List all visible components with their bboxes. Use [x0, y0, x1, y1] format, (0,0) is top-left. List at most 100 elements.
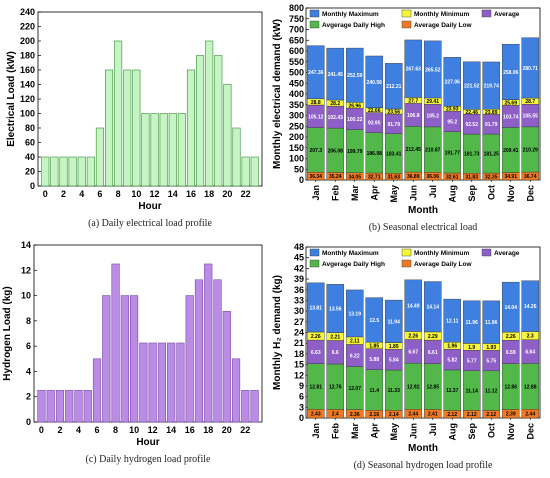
data-label: 2.21: [330, 335, 340, 341]
y-tick-label: 15: [294, 360, 304, 370]
stack-segment: [404, 39, 423, 98]
y-tick-label: 39: [294, 274, 304, 284]
stack-segment: [384, 299, 403, 343]
data-label: 91.79: [387, 122, 400, 128]
bar: [177, 113, 186, 187]
data-label: 2.11: [350, 339, 360, 345]
x-tick-label: Feb: [330, 423, 340, 440]
stack-segment: [501, 43, 520, 100]
data-label: 14.14: [426, 305, 439, 311]
bar: [148, 342, 157, 423]
bar: [141, 113, 150, 187]
data-label: 11.94: [388, 319, 400, 325]
y-tick-label: 180: [20, 51, 35, 61]
stack-segment: [345, 47, 364, 103]
caption: (b) Seasonal electrical load: [369, 222, 478, 233]
x-tick-label: Apr: [369, 185, 379, 201]
legend-entry: Average: [494, 250, 520, 257]
y-tick-label: 0: [299, 413, 304, 423]
x-tick-label: 20: [222, 425, 232, 435]
x-tick-label: 18: [204, 189, 214, 199]
stack-segment: [462, 300, 481, 344]
x-tick-label: Jun: [408, 423, 418, 439]
data-label: 34.91: [504, 174, 517, 180]
y-tick-label: 2: [26, 392, 31, 402]
data-label: 2.39: [506, 412, 516, 418]
stack-segment: [423, 281, 442, 333]
x-tick-label: Aug: [447, 423, 457, 441]
x-tick-label: 12: [148, 425, 158, 435]
x-tick-label: Mar: [350, 423, 360, 440]
x-tick-label: 16: [185, 425, 195, 435]
data-label: 28.7: [525, 99, 535, 105]
bar: [222, 311, 231, 423]
data-label: 102.43: [328, 115, 344, 121]
bar: [92, 358, 102, 423]
y-tick-label: 120: [20, 94, 35, 104]
data-label: 103.74: [503, 114, 519, 120]
data-label: 240.56: [367, 80, 383, 86]
bar: [77, 156, 86, 187]
data-label: 280.71: [523, 66, 539, 72]
bar: [114, 40, 123, 187]
data-label: 14.04: [504, 305, 517, 311]
bar: [231, 358, 241, 423]
y-axis-label: Hydrogen Load (kg): [2, 286, 13, 380]
x-tick-label: Sep: [467, 185, 477, 202]
y-tick-label: 0: [26, 417, 31, 427]
data-label: 11.12: [485, 389, 497, 395]
data-label: 29.41: [426, 99, 439, 105]
data-label: 34.05: [348, 174, 361, 180]
y-tick-label: 48: [294, 242, 304, 252]
data-label: 2.29: [428, 334, 438, 340]
data-label: 6.22: [350, 354, 360, 360]
x-tick-label: Dec: [525, 423, 535, 440]
stack-segment: [443, 298, 462, 343]
legend-swatch: [309, 248, 320, 257]
y-tick-label: 550: [289, 57, 304, 67]
y-tick-label: 36: [294, 285, 304, 295]
data-label: 5.84: [389, 358, 399, 364]
caption: (a) Daily electrical load profile: [88, 218, 212, 229]
data-label: 35.24: [329, 174, 342, 180]
data-label: 11.14: [466, 389, 478, 395]
stack-segment: [384, 63, 403, 110]
data-label: 199.79: [347, 149, 363, 155]
data-label: 265.52: [425, 67, 441, 73]
bar: [74, 390, 83, 423]
caption: (d) Seasonal hydrogen load profile: [354, 460, 493, 471]
stack-segment: [306, 282, 325, 333]
y-tick-label: 12: [294, 370, 304, 380]
y-tick-label: 33: [294, 295, 304, 305]
data-label: 2.16: [369, 412, 379, 418]
x-tick-label: Jun: [408, 185, 418, 201]
data-label: 252.59: [347, 73, 363, 79]
data-label: 2.44: [525, 412, 535, 418]
y-tick-label: 200: [20, 36, 35, 46]
data-label: 31.83: [465, 175, 478, 181]
data-label: 92.52: [465, 122, 478, 128]
data-label: 32.35: [485, 175, 498, 181]
x-tick-label: Apr: [369, 423, 379, 439]
bar: [176, 342, 185, 423]
y-tick-label: 14: [21, 240, 31, 250]
data-label: 22.66: [368, 108, 381, 114]
data-label: 93.95: [368, 121, 381, 127]
bar: [168, 113, 177, 187]
data-label: 2.3: [527, 334, 534, 340]
data-label: 241.45: [328, 72, 344, 78]
data-label: 105.55: [523, 114, 539, 120]
x-axis-label: Hour: [136, 437, 159, 448]
data-label: 11.33: [388, 388, 400, 394]
data-label: 26.96: [348, 103, 361, 109]
bar: [139, 342, 148, 423]
y-tick-label: 4: [26, 366, 31, 376]
data-label: 2.36: [350, 412, 360, 418]
y-axis-label: Electrical Load (kW): [6, 51, 17, 147]
bar: [123, 69, 132, 187]
y-tick-label: 40: [25, 152, 35, 162]
bar: [159, 113, 168, 187]
stack-segment: [345, 289, 364, 338]
caption: (c) Daily hydrogen load profile: [86, 454, 212, 465]
bar: [241, 390, 250, 423]
